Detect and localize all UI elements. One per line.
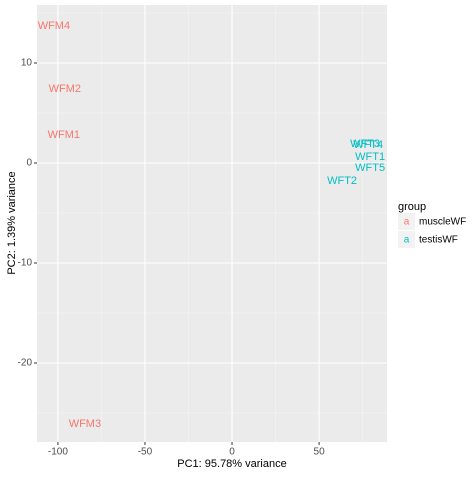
x-tick-label: -100	[48, 447, 68, 458]
x-tick-label: 50	[314, 447, 326, 458]
y-tick-label: -10	[18, 258, 33, 269]
legend-key-glyph: a	[404, 217, 410, 228]
point-label: WFT2	[327, 175, 357, 187]
legend-title: group	[398, 201, 426, 213]
point-label: WFT1	[355, 151, 385, 163]
legend-key	[398, 231, 415, 248]
legend-key-glyph: a	[404, 235, 410, 246]
legend-key	[398, 213, 415, 230]
point-label: WFM3	[69, 418, 101, 430]
legend-label: muscleWF	[419, 217, 466, 228]
y-tick-label: 0	[26, 158, 32, 169]
panel	[37, 5, 387, 442]
y-tick-label: -20	[18, 358, 33, 369]
x-axis-label: PC1: 95.78% variance	[177, 458, 286, 470]
y-tick-label: 10	[21, 58, 33, 69]
x-tick-label: -50	[138, 447, 153, 458]
point-label: WFM1	[48, 129, 80, 141]
point-label: WFT5	[355, 162, 385, 174]
point-label: WFM2	[49, 83, 81, 95]
legend-label: testisWF	[419, 235, 458, 246]
point-label: WFT3	[350, 138, 380, 150]
point-label: WFM4	[38, 20, 70, 32]
y-axis-label: PC2: 1.39% variance	[6, 171, 18, 274]
point-label: WFT4	[353, 139, 383, 151]
x-tick-label: 0	[229, 447, 235, 458]
